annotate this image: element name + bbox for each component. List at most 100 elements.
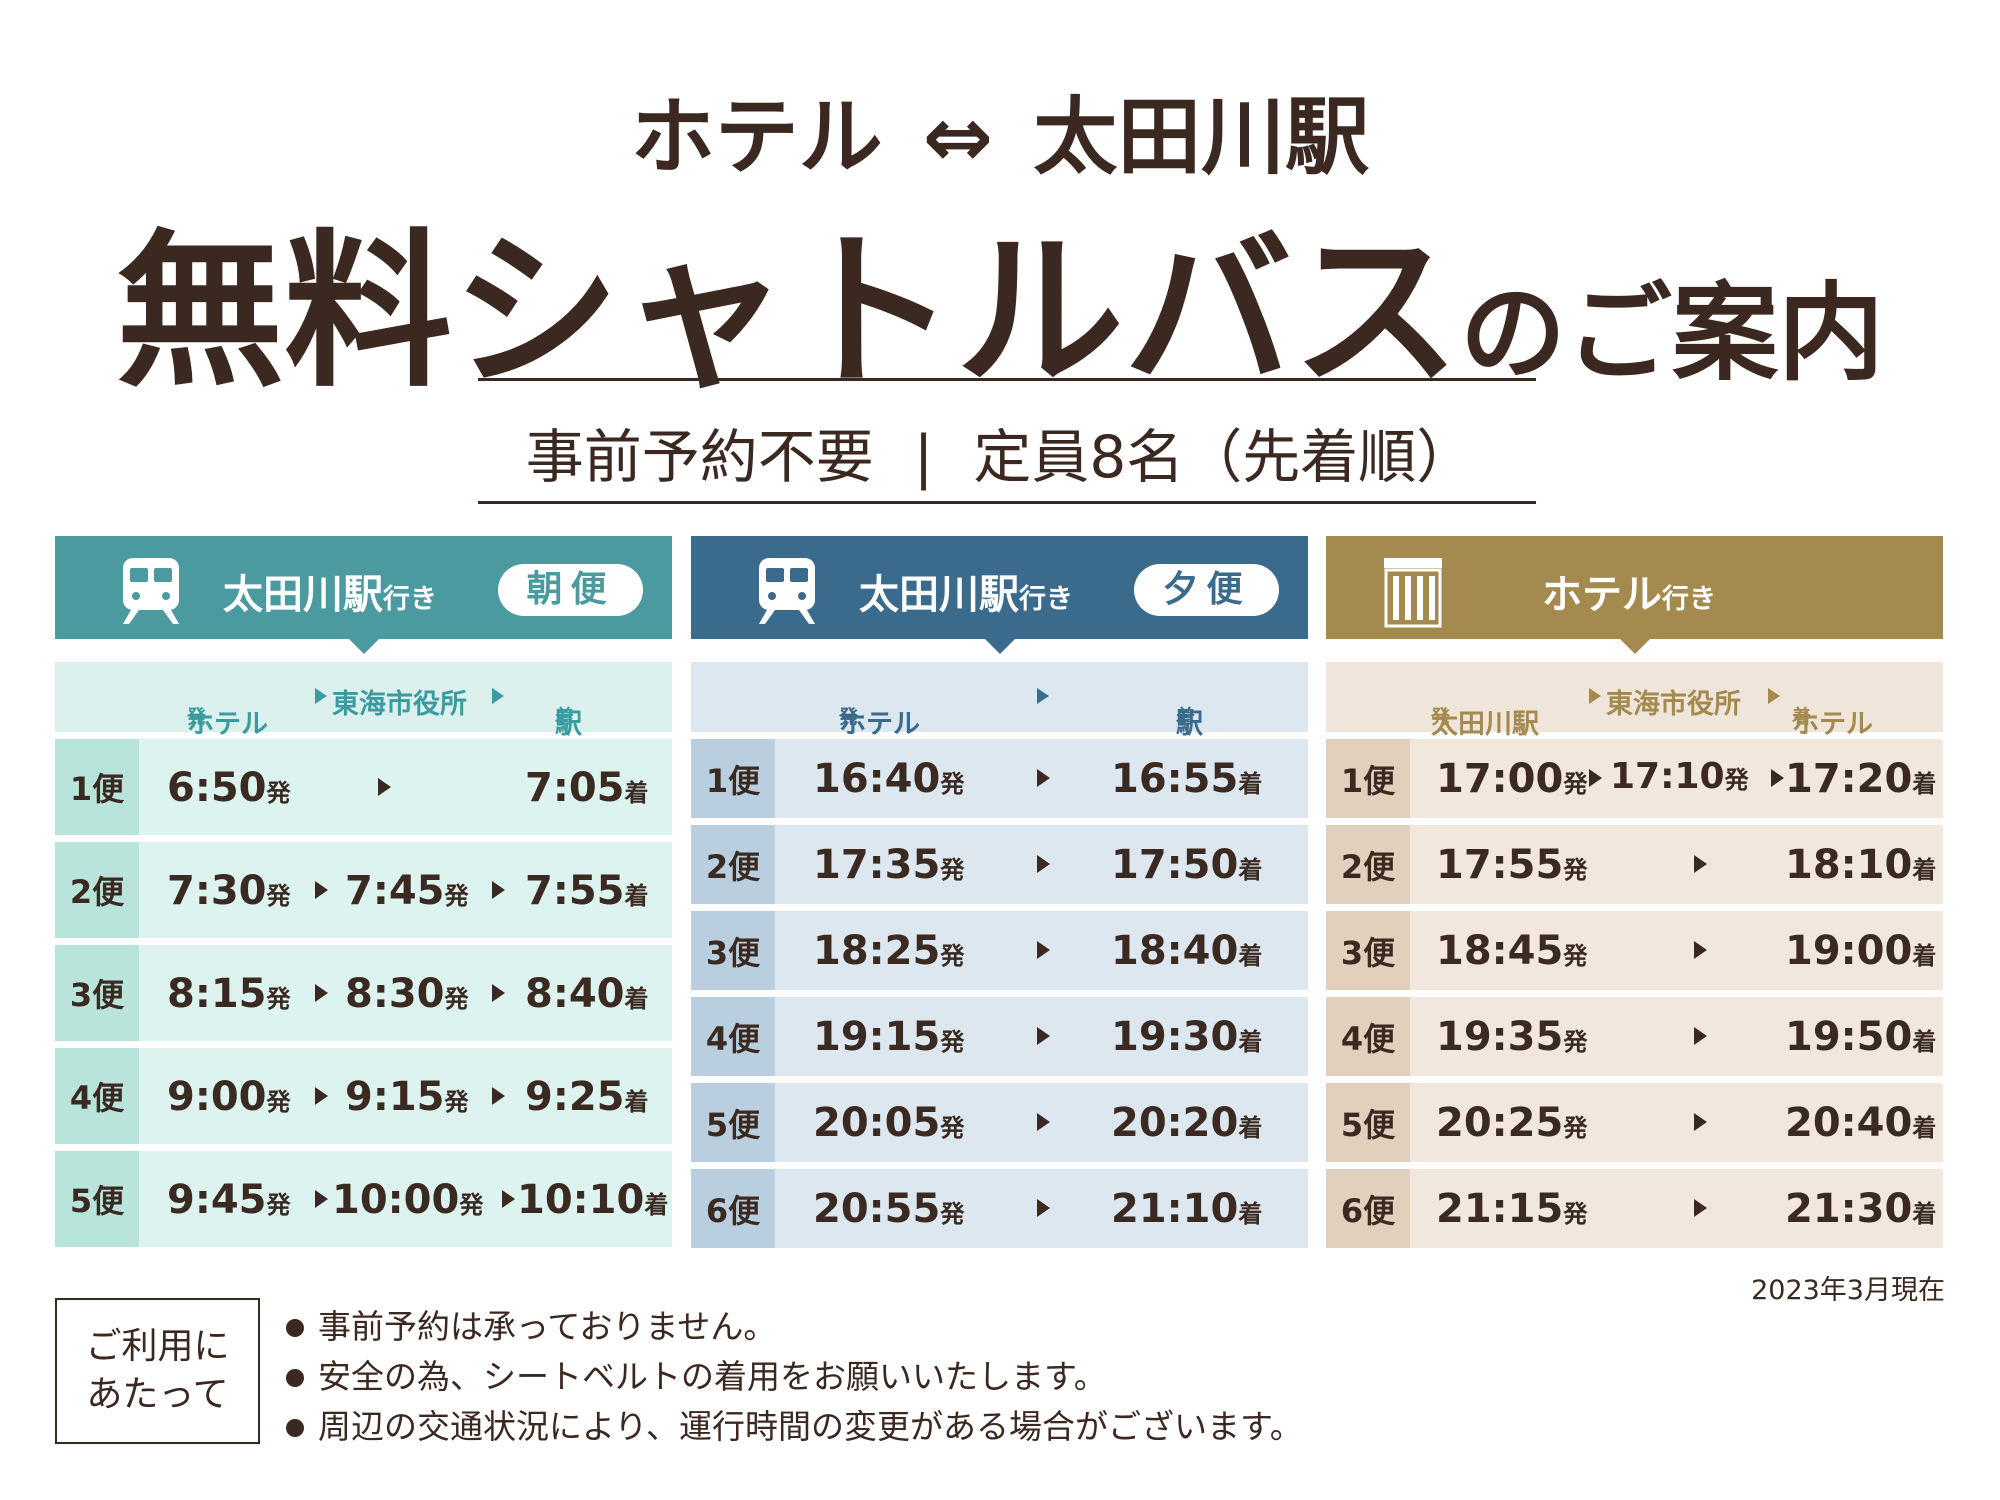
time-value: 17:35 [813, 842, 941, 888]
time-suffix: 発 [1563, 1114, 1588, 1142]
panel-header: 太田川駅行き 朝便 [55, 536, 672, 654]
via-time: 7:45発 [345, 868, 469, 914]
trip-number: 4便 [1326, 997, 1410, 1076]
table-row: 5便 20:05発 20:20着 [691, 1083, 1308, 1162]
col-dest-label: 駅 [1176, 709, 1203, 740]
arrive-time: 20:40着 [1785, 1100, 1936, 1146]
time-suffix: 着 [624, 1088, 649, 1116]
time-suffix: 着 [624, 882, 649, 910]
col-origin-label: ホテル [187, 709, 268, 740]
timetable-rows: 1便 6:50発 7:05着 2便 7:30発 7:45発 7:55着 3便 8… [55, 739, 672, 1247]
time-suffix: 発 [1724, 766, 1749, 794]
time-suffix: 発 [1563, 770, 1588, 798]
depart-time: 17:35発 [813, 842, 964, 888]
table-row: 6便 20:55発 21:10着 [691, 1169, 1308, 1248]
time-suffix: 発 [1563, 1028, 1588, 1056]
arrow-icon [1771, 769, 1784, 787]
arrow-icon [502, 1190, 515, 1208]
table-row: 1便 6:50発 7:05着 [55, 739, 672, 835]
col-origin-suffix: 発 [1431, 706, 1451, 728]
note-item: 事前予約は承っておりません。 [282, 1302, 1303, 1352]
time-value: 8:30 [345, 971, 445, 1017]
note-item: 安全の為、シートベルトの着用をお願いいたします。 [282, 1352, 1303, 1402]
arrow-icon [1694, 1027, 1707, 1045]
trip-number: 2便 [55, 842, 139, 938]
divider-top [478, 378, 1536, 381]
col-dest-label: 駅 [555, 709, 582, 740]
depart-time: 20:55発 [813, 1186, 964, 1232]
timetable-rows: 1便 16:40発 16:55着 2便 17:35発 17:50着 3便 18:… [691, 739, 1308, 1248]
arrive-time: 20:20着 [1111, 1100, 1262, 1146]
trip-number: 1便 [1326, 739, 1410, 818]
panel-destination: 太田川駅行き [859, 562, 1073, 620]
depart-time: 8:15発 [167, 971, 291, 1017]
time-suffix: 着 [644, 1191, 669, 1219]
trip-number: 2便 [691, 825, 775, 904]
time-suffix: 発 [940, 1200, 965, 1228]
via-time: 10:00発 [332, 1177, 483, 1223]
time-suffix: 発 [1563, 942, 1588, 970]
table-row: 6便 21:15発 21:30着 [1326, 1169, 1943, 1248]
arrive-time: 19:50着 [1785, 1014, 1936, 1060]
arrow-icon [315, 1087, 328, 1105]
arrive-time: 16:55着 [1111, 756, 1262, 802]
col-origin-suffix: 発 [839, 706, 859, 728]
time-suffix: 着 [1238, 1114, 1263, 1142]
arrive-time: 7:55着 [525, 868, 649, 914]
arrow-icon [1694, 941, 1707, 959]
depart-time: 9:00発 [167, 1074, 291, 1120]
time-suffix: 着 [1912, 1114, 1937, 1142]
depart-time: 20:25発 [1436, 1100, 1587, 1146]
time-suffix: 発 [940, 942, 965, 970]
time-value: 9:45 [167, 1177, 267, 1223]
time-value: 20:05 [813, 1100, 941, 1146]
arrow-icon [492, 984, 505, 1002]
trip-number: 6便 [1326, 1169, 1410, 1248]
time-value: 9:00 [167, 1074, 267, 1120]
depart-time: 16:40発 [813, 756, 964, 802]
time-value: 19:30 [1111, 1014, 1239, 1060]
time-value: 6:50 [167, 765, 267, 811]
trip-number: 5便 [691, 1083, 775, 1162]
arrow-icon [1037, 769, 1050, 787]
table-row: 1便 17:00発 17:10発 17:20着 [1326, 739, 1943, 818]
table-row: 3便 18:45発 19:00着 [1326, 911, 1943, 990]
bus-icon [759, 558, 815, 624]
depart-time: 9:45発 [167, 1177, 291, 1223]
arrow-icon [378, 778, 391, 796]
time-value: 20:20 [1111, 1100, 1239, 1146]
col-via: 東海市役所 [1606, 689, 1741, 720]
divider-bottom [478, 501, 1536, 504]
usage-label-line2: あたって [86, 1374, 229, 1415]
arrow-icon [1037, 941, 1050, 959]
table-row: 3便 18:25発 18:40着 [691, 911, 1308, 990]
arrow-icon [1037, 1199, 1050, 1217]
time-value: 21:15 [1436, 1186, 1564, 1232]
table-row: 3便 8:15発 8:30発 8:40着 [55, 945, 672, 1041]
time-suffix: 発 [940, 856, 965, 884]
depart-time: 19:15発 [813, 1014, 964, 1060]
time-value: 9:25 [525, 1074, 625, 1120]
time-suffix: 着 [1238, 1028, 1263, 1056]
morning-timetable: 太田川駅行き 朝便 ホテル発 東海市役所 駅着 1便 6:50発 7:05着 2… [55, 536, 672, 1254]
notice-no-reservation: 事前予約不要 [525, 423, 874, 491]
time-suffix: 発 [1563, 856, 1588, 884]
hotel-timetable: ホテル行き 太田川駅発 東海市役所 ホテル着 1便 17:00発 17:10発 … [1326, 536, 1943, 1255]
destination-name: 太田川駅 [859, 572, 1019, 618]
bus-icon [123, 558, 179, 624]
time-suffix: 発 [444, 1088, 469, 1116]
arrow-icon [1037, 688, 1049, 704]
two-way-arrow-icon: ⇔ [922, 88, 994, 186]
time-suffix: 着 [1912, 942, 1937, 970]
time-value: 10:10 [517, 1177, 645, 1223]
time-badge: 夕便 [1134, 564, 1279, 616]
usage-label-box: ご利用に あたって [55, 1298, 260, 1444]
time-value: 20:55 [813, 1186, 941, 1232]
time-value: 21:10 [1111, 1186, 1239, 1232]
time-value: 20:25 [1436, 1100, 1564, 1146]
time-suffix: 発 [459, 1191, 484, 1219]
notice-capacity: 定員8名（先着順） [973, 423, 1475, 491]
route-to: 太田川駅 [1033, 88, 1370, 186]
time-suffix: 発 [266, 1088, 291, 1116]
arrow-icon [492, 688, 504, 704]
